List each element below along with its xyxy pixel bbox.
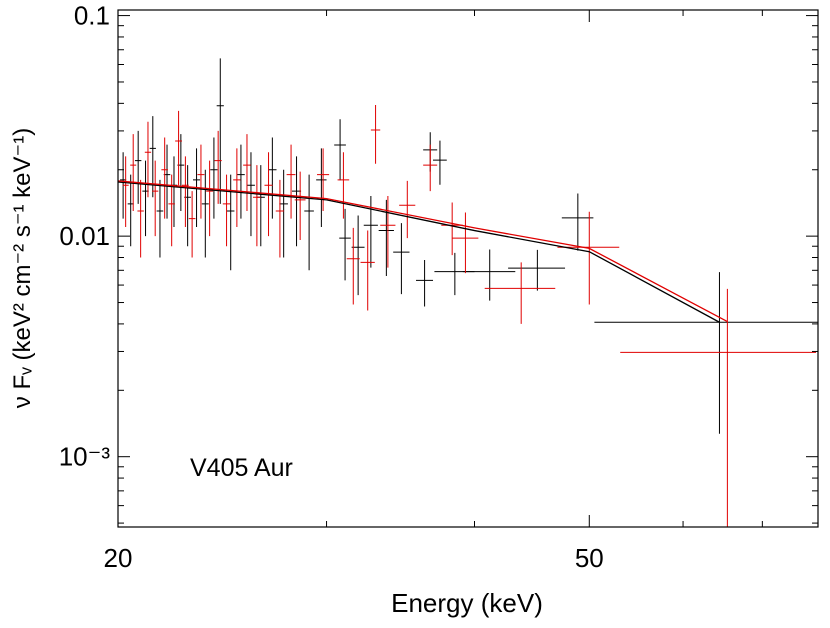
error-bar: [294, 171, 306, 241]
error-bar: [130, 134, 137, 212]
error-bar: [561, 193, 594, 251]
error-bar: [137, 179, 144, 258]
error-bar: [275, 179, 285, 258]
error-bar: [337, 152, 350, 219]
error-bar: [181, 156, 189, 228]
error-bar: [370, 105, 381, 164]
error-bar: [291, 156, 302, 247]
error-bar: [197, 144, 205, 219]
error-bar: [214, 130, 222, 204]
error-bar: [233, 148, 241, 228]
error-bar: [286, 144, 296, 219]
error-bar: [216, 58, 224, 204]
error-bar: [452, 212, 479, 274]
error-bar: [175, 110, 182, 186]
error-bar: [226, 174, 235, 271]
error-bar: [156, 179, 164, 258]
error-bar: [161, 137, 168, 219]
y-tick-label: 0.01: [59, 221, 110, 251]
error-bar: [237, 144, 245, 219]
error-bar: [206, 160, 214, 237]
x-tick-label: 50: [575, 543, 604, 573]
error-bar: [433, 140, 447, 185]
error-bar: [346, 227, 360, 305]
error-bar: [334, 119, 346, 181]
error-bar: [304, 174, 314, 271]
error-bar: [127, 174, 134, 247]
error-bar: [393, 223, 410, 295]
model-line: [118, 180, 728, 323]
error-bar: [188, 191, 196, 258]
y-tick-label: 0.1: [74, 1, 110, 31]
error-bar: [252, 165, 261, 247]
error-bar: [122, 156, 129, 228]
error-bar: [380, 196, 396, 268]
x-axis-label: Energy (keV): [391, 588, 543, 618]
error-bar: [268, 137, 277, 219]
error-bar: [210, 137, 218, 219]
error-bar: [416, 259, 434, 307]
error-bar: [441, 202, 463, 256]
error-bar: [279, 169, 288, 258]
model-line: [118, 181, 720, 323]
y-tick-label: 10⁻³: [59, 442, 111, 472]
error-bar: [620, 288, 817, 527]
error-bar: [152, 160, 159, 237]
error-bar: [399, 180, 416, 239]
plot-frame: [117, 9, 819, 528]
error-bar: [594, 272, 818, 434]
error-bar: [434, 252, 475, 296]
error-bar: [201, 169, 209, 258]
error-bar: [423, 144, 438, 192]
error-bar: [484, 262, 556, 324]
error-bar: [317, 148, 330, 212]
plot-area: [118, 58, 818, 527]
annotation: V405 Aur: [190, 454, 293, 482]
error-bar: [243, 134, 251, 212]
error-bar: [557, 211, 620, 305]
error-bar: [508, 249, 566, 291]
error-bar: [316, 148, 327, 228]
x-tick-label: 20: [104, 543, 133, 573]
error-bar: [256, 165, 265, 247]
error-bar: [339, 208, 351, 281]
y-axis-label: ν Fᵥ (keV² cm⁻² s⁻¹ keV⁻¹): [9, 128, 36, 408]
error-bar: [462, 249, 516, 301]
error-bar: [246, 152, 255, 237]
error-bar: [222, 174, 231, 247]
error-bar: [351, 215, 365, 296]
error-bar: [134, 130, 142, 204]
error-bar: [360, 230, 375, 311]
